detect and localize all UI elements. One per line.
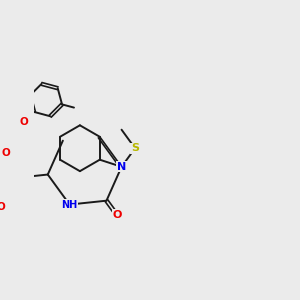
Text: N: N	[117, 162, 126, 172]
Text: O: O	[1, 148, 10, 158]
Text: O: O	[112, 210, 122, 220]
Text: O: O	[0, 202, 5, 212]
Text: S: S	[131, 143, 139, 153]
Text: O: O	[20, 117, 28, 127]
Text: NH: NH	[61, 200, 78, 210]
